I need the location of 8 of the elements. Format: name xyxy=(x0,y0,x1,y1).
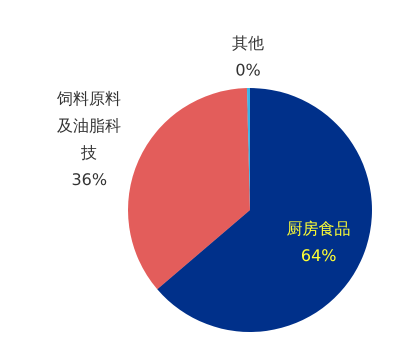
slice-label: 其他 xyxy=(232,33,264,52)
data-label: 64% xyxy=(300,246,336,265)
pie-slice xyxy=(157,88,372,332)
data-label: 0% xyxy=(235,60,261,80)
pie-slice xyxy=(128,88,250,290)
data-label: 36% xyxy=(71,169,108,188)
slice-label: 饲料原料及油脂科技 xyxy=(56,88,122,162)
slice-label: 厨房食品 xyxy=(286,218,351,238)
